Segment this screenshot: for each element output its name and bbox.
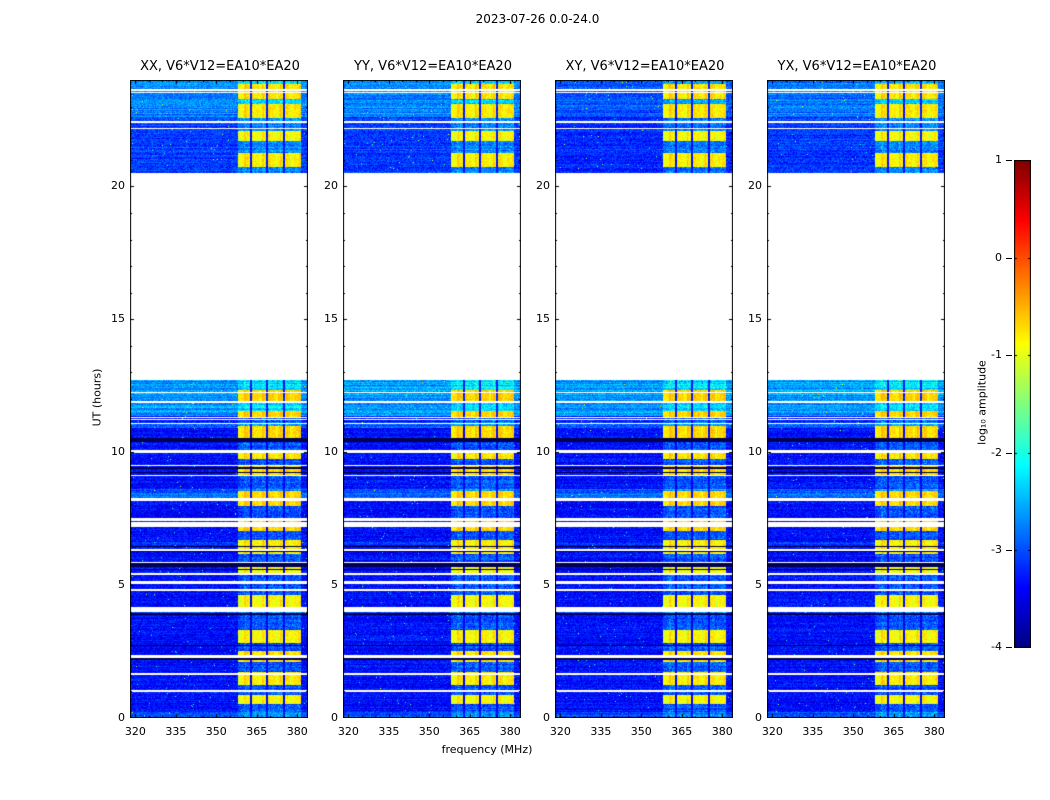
y-tick-label: 20 [111,179,125,193]
panel-yy: YY, V6*V12=EA10*EA20 0 5 10 15 20 320 335 350 365… [324,59,521,738]
x-tick-label: 335 [590,725,612,738]
y-tick-label: 20 [536,179,550,193]
y-tick-label: 15 [324,312,338,326]
colorbar [1014,160,1031,648]
x-tick-label: 380 [499,725,521,738]
colorbar-tick-label: 0 [995,251,1002,264]
figure-title: 2023-07-26 0.0-24.0 [475,12,600,26]
y-tick-label: 20 [748,179,762,193]
panel-title-xx: XX, V6*V12=EA10*EA20 [140,59,300,74]
y-tick-label: 10 [324,445,338,459]
x-tick-label: 335 [802,725,824,738]
x-tick-label: 380 [286,725,308,738]
colorbar-tick [1006,550,1012,551]
colorbar-label: log₁₀ amplitude [975,360,989,445]
colorbar-gradient [1014,160,1031,648]
x-tick-label: 350 [205,725,227,738]
colorbar-tick [1006,258,1012,259]
x-tick-label: 380 [923,725,945,738]
x-tick-label: 365 [246,725,268,738]
y-tick-label: 0 [543,711,550,724]
panel-yx: YX, V6*V12=EA10*EA20 0 5 10 15 20 320 335 350 365… [748,59,945,738]
colorbar-tick [1006,160,1012,161]
colorbar-tick-label: 1 [995,153,1002,166]
y-tick-label: 15 [748,312,762,326]
y-tick-label: 0 [755,711,762,724]
colorbar-tick-label: -3 [991,543,1002,556]
x-tick-label: 365 [459,725,481,738]
x-tick-label: 320 [124,725,146,738]
y-tick-label: 20 [324,179,338,193]
x-tick-label: 350 [418,725,440,738]
colorbar-tick [1006,647,1012,648]
panel-title-yy: YY, V6*V12=EA10*EA20 [354,59,512,74]
x-tick-label: 380 [711,725,733,738]
panel-xy: XY, V6*V12=EA10*EA20 0 5 10 15 20 320 335 350 365… [536,59,733,738]
y-axis-label: UT (hours) [90,368,104,427]
y-tick-label: 15 [536,312,550,326]
y-tick-label: 15 [111,312,125,326]
x-tick-label: 320 [549,725,571,738]
y-tick-label: 10 [111,445,125,459]
panel-title-yx: YX, V6*V12=EA10*EA20 [777,59,937,74]
x-tick-label: 350 [842,725,864,738]
x-tick-label: 335 [165,725,187,738]
x-tick-label: 350 [630,725,652,738]
spectrogram-yx [767,80,945,718]
x-tick-label: 365 [671,725,693,738]
colorbar-tick-label: -4 [991,640,1002,653]
panel-title-xy: XY, V6*V12=EA10*EA20 [565,59,725,74]
colorbar-tick-label: -2 [991,446,1002,459]
colorbar-tick-label: -1 [991,348,1002,361]
spectrogram-xy [555,80,733,718]
y-tick-label: 0 [118,711,125,724]
colorbar-tick [1006,355,1012,356]
colorbar-tick [1006,453,1012,454]
x-tick-label: 320 [761,725,783,738]
x-axis-label: frequency (MHz) [441,743,533,756]
y-tick-label: 10 [536,445,550,459]
x-tick-label: 365 [883,725,905,738]
y-tick-label: 0 [331,711,338,724]
x-tick-label: 335 [378,725,400,738]
y-tick-label: 5 [118,578,125,592]
spectrogram-xx [130,80,308,718]
y-tick-label: 5 [331,578,338,592]
y-tick-label: 5 [543,578,550,592]
y-tick-label: 5 [755,578,762,592]
panel-xx: XX, V6*V12=EA10*EA20 0 5 10 15 20 320 335 350 365… [111,59,308,738]
spectrogram-yy [343,80,521,718]
x-tick-label: 320 [337,725,359,738]
y-tick-label: 10 [748,445,762,459]
